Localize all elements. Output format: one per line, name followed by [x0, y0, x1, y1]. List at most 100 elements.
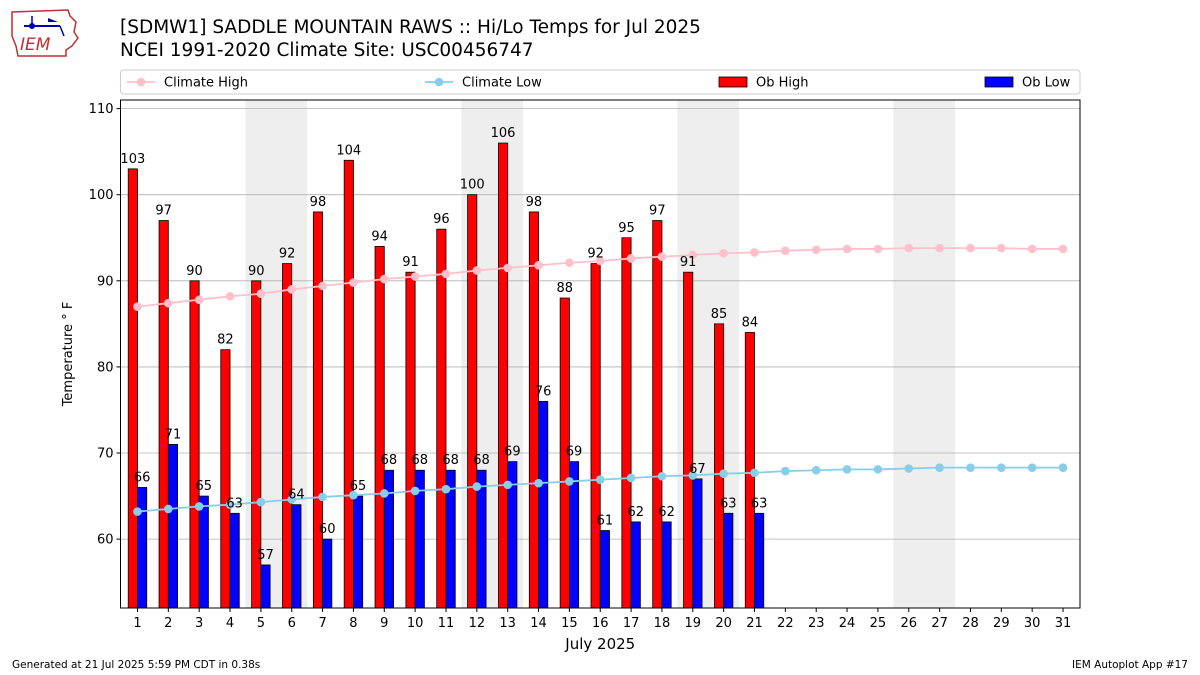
- bar-series: [127, 142, 765, 609]
- climate-high-point: [410, 272, 420, 281]
- ob-high-bar: [436, 228, 447, 609]
- climate-high-point: [133, 302, 142, 311]
- x-tick-label: 16: [592, 616, 609, 631]
- climate-high-point: [194, 295, 204, 305]
- climate-low-point: [966, 463, 975, 472]
- climate-low-point: [626, 473, 636, 483]
- climate-high-point: [750, 248, 759, 257]
- y-axis-label: Temperature ° F: [61, 302, 76, 408]
- ob-low-bar-label: 68: [411, 453, 428, 468]
- x-tick-label: 5: [257, 616, 265, 631]
- ob-low-bar: [630, 521, 641, 609]
- climate-low-point: [472, 482, 482, 491]
- climate-high-point: [225, 292, 235, 301]
- ob-low-bar: [754, 512, 765, 609]
- y-tick-label: 80: [97, 360, 114, 375]
- x-tick-label: 26: [900, 616, 917, 631]
- climate-high-point: [349, 278, 358, 287]
- x-tick-label: 30: [1024, 616, 1041, 631]
- ob-high-bar: [467, 194, 478, 609]
- x-tick-label: 12: [469, 616, 486, 631]
- legend-climate-high: Climate High: [127, 76, 248, 91]
- ob-low-bar-label: 68: [442, 453, 459, 468]
- legend: Climate High Climate Low Ob High Ob Low: [120, 69, 1081, 95]
- ob-high-bar-label: 88: [556, 281, 573, 296]
- climate-low-point: [811, 465, 821, 475]
- climate-low-point: [1058, 463, 1068, 472]
- ob-high-bar: [343, 159, 354, 609]
- ob-high-bar-label: 100: [460, 178, 485, 193]
- x-tick-label: 8: [349, 616, 357, 631]
- ob-high-bar-label: 97: [155, 204, 172, 219]
- climate-high-point: [503, 263, 512, 273]
- ob-high-bar: [590, 263, 601, 609]
- ob-low-bar-label: 63: [751, 496, 768, 511]
- climate-high-point: [441, 269, 451, 279]
- legend-ob-low: Ob Low: [984, 76, 1071, 91]
- ob-low-bar-label: 57: [257, 548, 274, 563]
- line-series: [133, 243, 1068, 516]
- climate-high-point: [256, 289, 266, 299]
- ob-high-bar: [158, 220, 169, 609]
- ob-high-bar-label: 95: [618, 221, 635, 236]
- climate-low-point: [349, 490, 358, 500]
- y-tick-label: 110: [89, 102, 114, 117]
- climate-low-point: [719, 469, 728, 478]
- climate-low-point: [256, 497, 266, 507]
- ob-high-bar-label: 82: [217, 333, 234, 348]
- iowa-state-outline-icon: IEM: [11, 9, 79, 57]
- ob-high-bar-label: 103: [120, 152, 145, 167]
- climate-low-point: [194, 502, 204, 511]
- ob-low-bar: [723, 512, 734, 609]
- ob-high-bar: [220, 349, 231, 609]
- ob-low-bar: [692, 478, 703, 609]
- x-tick-label: 3: [195, 616, 203, 631]
- ob-low-bar-label: 60: [319, 522, 336, 537]
- climate-high-point: [595, 256, 605, 266]
- climate-low-point: [534, 478, 543, 488]
- ob-low-bar: [229, 512, 240, 609]
- ob-high-bar-label: 90: [186, 264, 203, 279]
- climate-low-point: [750, 468, 759, 478]
- ob-low-bar: [322, 538, 333, 609]
- x-tick-label: 11: [438, 616, 455, 631]
- climate-low-point: [781, 466, 790, 476]
- ob-low-bar-label: 69: [504, 445, 521, 460]
- ob-high-bar-label: 91: [402, 255, 419, 270]
- ob-high-bar-label: 94: [371, 229, 388, 244]
- climate-high-point: [935, 243, 944, 253]
- climate-high-point: [1058, 244, 1068, 254]
- x-tick-label: 2: [164, 616, 172, 631]
- y-tick-label: 90: [97, 274, 114, 289]
- ob-high-bar-label: 97: [649, 204, 666, 219]
- x-tick-label: 13: [499, 616, 516, 631]
- legend-label: Ob Low: [1022, 76, 1071, 91]
- climate-low-point: [503, 480, 512, 490]
- climate-low-point: [287, 495, 297, 504]
- x-tick-label: 15: [561, 616, 578, 631]
- climate-high-point: [688, 250, 698, 260]
- x-tick-label: 31: [1055, 616, 1072, 631]
- ob-high-bar-label: 92: [587, 247, 604, 262]
- ob-low-bar: [599, 530, 610, 609]
- ob-high-bar: [127, 168, 138, 609]
- ob-low-bar: [538, 400, 549, 609]
- x-tick-label: 20: [715, 616, 732, 631]
- x-tick-label: 4: [226, 616, 234, 631]
- climate-low-point: [842, 465, 852, 474]
- climate-high-point: [565, 258, 574, 268]
- climate-high-point: [904, 243, 914, 253]
- x-tick-label: 18: [654, 616, 671, 631]
- ob-high-bar: [528, 211, 539, 609]
- x-tick-label: 17: [623, 616, 640, 631]
- legend-box: [120, 69, 1081, 95]
- app-credit: IEM Autoplot App #17: [1072, 659, 1188, 671]
- ob-low-bar-label: 63: [720, 496, 737, 511]
- ob-low-bar: [260, 564, 271, 609]
- ob-low-bar-label: 65: [350, 479, 367, 494]
- climate-low-point: [133, 507, 142, 516]
- ob-high-bar-label: 92: [279, 247, 296, 262]
- weekend-band: [893, 100, 956, 608]
- x-axis: 1 2 3 4 5 6 7 8 9 10 11 12 13 14 15 16 17 18 19 20 21 22 23 24 2…: [133, 608, 1071, 631]
